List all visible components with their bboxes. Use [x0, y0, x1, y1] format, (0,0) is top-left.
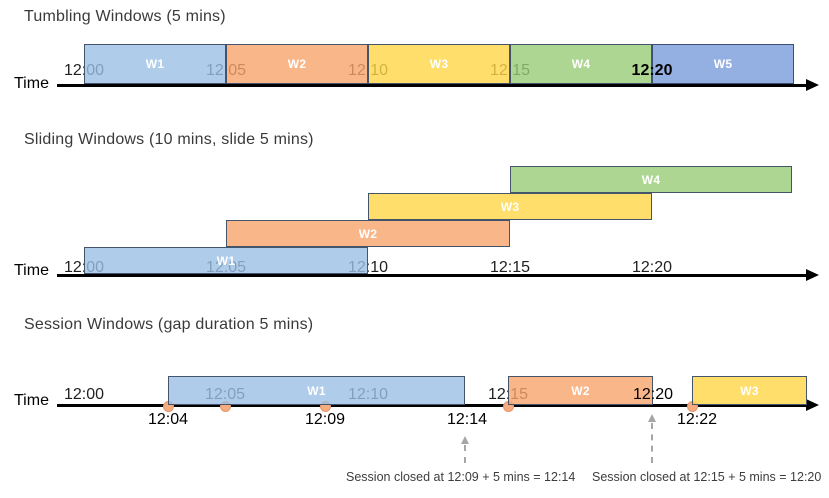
sliding-window-box-w1: W1: [84, 247, 368, 274]
tumbling-section-title: Tumbling Windows (5 mins): [24, 8, 226, 25]
sliding-window-label-w4: W4: [641, 172, 661, 187]
session-window-box-w1: W1: [168, 376, 465, 405]
session-time-axis-label: Time: [14, 392, 49, 409]
tumbling-window-box-w1: W1: [84, 44, 226, 84]
session-tick-label: 12:00: [63, 386, 105, 403]
sliding-window-label-w1: W1: [216, 253, 236, 268]
tumbling-time-axis: [57, 83, 806, 87]
session-section-title: Session Windows (gap duration 5 mins): [24, 316, 314, 333]
session-callout-dashed-line: [651, 423, 653, 463]
tumbling-window-box-w2: W2: [226, 44, 368, 84]
sliding-window-box-w3: W3: [368, 193, 652, 220]
session-window-label-w2: W2: [571, 383, 590, 398]
tumbling-tick-label: 12:20: [631, 62, 673, 79]
session-window-label-w3: W3: [740, 383, 759, 398]
session-window-label-w1: W1: [307, 383, 326, 398]
sliding-section-title: Sliding Windows (10 mins, slide 5 mins): [24, 131, 314, 148]
session-session-closed-note: Session closed at 12:09 + 5 mins = 12:14: [346, 470, 576, 484]
sliding-tick-label: 12:15: [489, 259, 531, 276]
session-event-time-label: 12:22: [676, 411, 718, 428]
sliding-axis-arrowhead-icon: [806, 268, 819, 281]
sliding-window-label-w2: W2: [358, 226, 378, 241]
session-event-time-label: 12:09: [304, 411, 346, 428]
sliding-time-axis: [57, 273, 806, 277]
session-session-closed-note: Session closed at 12:15 + 5 mins = 12:20: [592, 470, 822, 484]
session-window-box-w2: W2: [508, 376, 653, 405]
tumbling-window-box-w5: W5: [652, 44, 794, 84]
session-callout-dashed-line: [464, 445, 466, 463]
tumbling-window-label-w4: W4: [571, 57, 591, 71]
session-time-axis: [57, 403, 806, 407]
sliding-window-box-w2: W2: [226, 220, 510, 247]
session-axis-arrowhead-icon: [806, 398, 819, 411]
session-callout-arrowhead-icon: [647, 414, 656, 422]
tumbling-axis-arrowhead-icon: [806, 78, 819, 91]
tumbling-window-box-w3: W3: [368, 44, 510, 84]
session-event-time-label: 12:14: [446, 411, 488, 428]
session-event-time-label: 12:04: [147, 411, 189, 428]
tumbling-window-label-w1: W1: [145, 57, 165, 71]
tumbling-window-box-w4: W4: [510, 44, 652, 84]
sliding-window-box-w4: W4: [510, 166, 792, 193]
sliding-time-axis-label: Time: [14, 262, 49, 279]
session-callout-arrowhead-icon: [460, 436, 469, 444]
tumbling-window-label-w5: W5: [713, 57, 733, 71]
tumbling-window-label-w2: W2: [287, 57, 307, 71]
session-window-box-w3: W3: [692, 376, 807, 405]
tumbling-window-label-w3: W3: [429, 57, 449, 71]
session-tick-label: 12:20: [632, 386, 674, 403]
sliding-window-label-w3: W3: [500, 199, 520, 214]
tumbling-time-axis-label: Time: [14, 75, 49, 92]
sliding-tick-label: 12:20: [631, 259, 673, 276]
